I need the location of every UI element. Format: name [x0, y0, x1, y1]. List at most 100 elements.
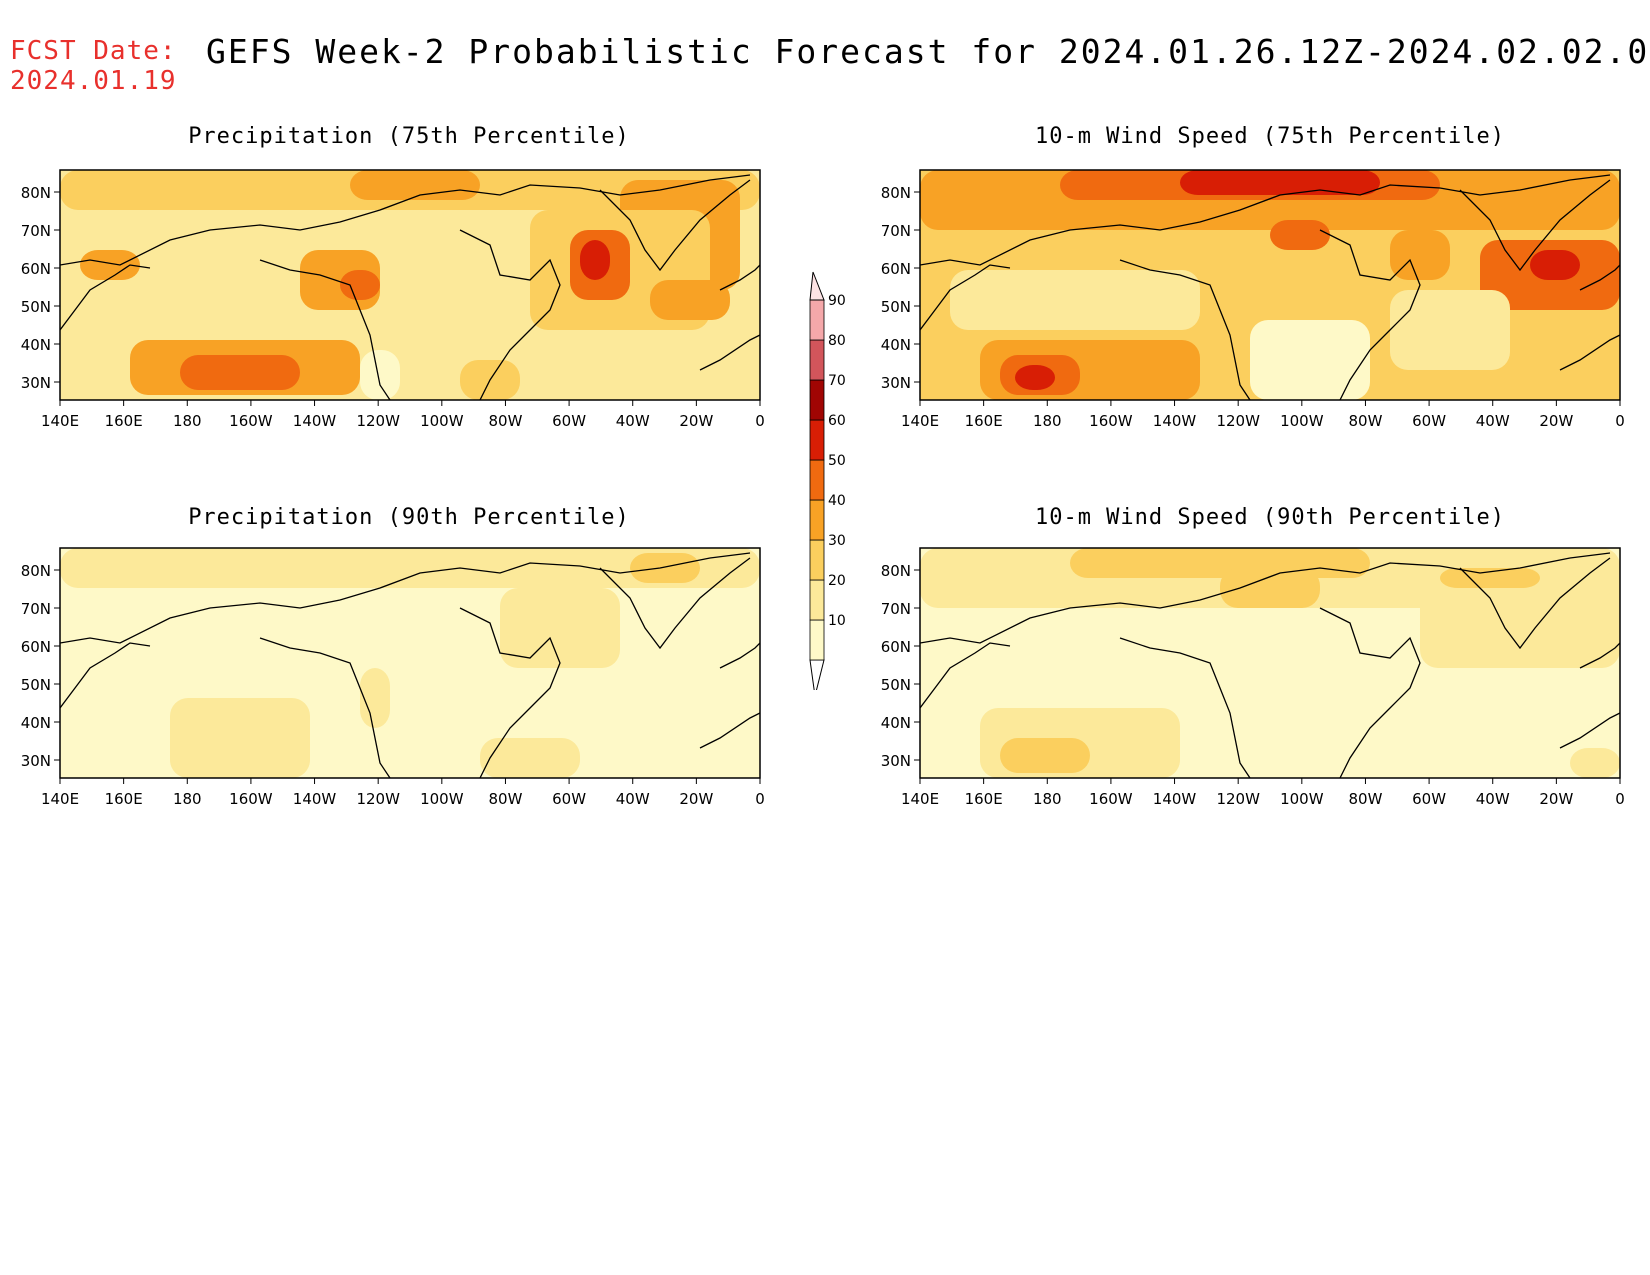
shading-blob [500, 588, 620, 668]
panel-title-precip75: Precipitation (75th Percentile) [188, 124, 630, 149]
shading-layer [920, 170, 1620, 400]
lon-label: 120W [1216, 790, 1260, 808]
coastline [719, 642, 760, 669]
lon-label: 100W [1280, 412, 1324, 430]
lon-label: 160W [229, 790, 273, 808]
shading-blob [1270, 220, 1330, 250]
shading-blob [650, 280, 730, 320]
lon-label: 60W [552, 412, 586, 430]
panel-title-precip90: Precipitation (90th Percentile) [188, 505, 630, 530]
map-frame [919, 547, 1621, 779]
lon-label: 140E [901, 790, 939, 808]
coastline [1459, 557, 1611, 650]
coastline [60, 174, 751, 266]
lat-label: 40N [21, 336, 51, 354]
lat-label: 50N [21, 676, 51, 694]
shading-blob [360, 350, 400, 400]
shading-blob [1000, 738, 1090, 773]
colorbar-label: 40 [828, 493, 846, 509]
shading-layer [60, 548, 760, 778]
coastline [1559, 334, 1620, 371]
colorbar-label: 50 [828, 453, 846, 469]
map-panel-precip90: 140E 160E 180 160W 140W 120W 100W 80W 60W 40W 20W 0… [0, 538, 780, 818]
colorbar-upper-cap [809, 271, 825, 301]
colorbar-segment [809, 419, 825, 461]
lon-label: 140E [41, 790, 79, 808]
map-wind90: 140E 160E 180 160W 140W 120W 100W 80W 60W 40W 20W 0… [881, 547, 1625, 808]
shading-blob [60, 548, 760, 588]
colorbar-segment [809, 459, 825, 501]
shading-blob [1390, 290, 1510, 370]
shading-blob [950, 270, 1200, 330]
shading-blob [170, 698, 310, 778]
lat-label: 80N [21, 184, 51, 202]
coastline [60, 552, 751, 644]
lon-label: 100W [420, 790, 464, 808]
lat-label: 80N [881, 184, 911, 202]
lat-label: 30N [21, 374, 51, 392]
lon-label: 40W [616, 412, 650, 430]
lon-label: 140W [1153, 790, 1197, 808]
lon-label: 0 [755, 412, 765, 430]
coastline [1579, 264, 1620, 291]
lon-label: 180 [173, 790, 202, 808]
lon-label: 100W [420, 412, 464, 430]
colorbar-label: 90 [828, 293, 846, 309]
map-precip75: 140E 160E 180 160W 140W 120W 100W 80W 60W 40W 20W 0… [21, 169, 765, 430]
forecast-date-value: 2024.01.19 [10, 66, 177, 96]
coastline [699, 712, 760, 749]
lat-label: 40N [881, 336, 911, 354]
panel-title-wind75: 10-m Wind Speed (75th Percentile) [1034, 124, 1506, 149]
map-precip90: 140E 160E 180 160W 140W 120W 100W 80W 60W 40W 20W 0… [21, 547, 765, 808]
lon-label: 180 [1033, 790, 1062, 808]
lon-label: 60W [1412, 790, 1446, 808]
map-panel-wind90: 140E 160E 180 160W 140W 120W 100W 80W 60W 40W 20W 0… [860, 538, 1640, 818]
lat-label: 70N [881, 600, 911, 618]
coastline [459, 607, 561, 778]
map-panel-wind75: 140E 160E 180 160W 140W 120W 100W 80W 60W 40W 20W 0… [860, 160, 1640, 440]
coastline [1319, 607, 1421, 778]
lat-label: 30N [881, 752, 911, 770]
lon-label: 120W [356, 790, 400, 808]
lon-label: 120W [356, 412, 400, 430]
coastline [1579, 642, 1620, 669]
lat-label: 70N [21, 222, 51, 240]
lat-label: 50N [881, 298, 911, 316]
shading-blob [80, 250, 140, 280]
panel-title-wind90: 10-m Wind Speed (90th Percentile) [1034, 505, 1506, 530]
lat-label: 70N [21, 600, 51, 618]
coastline [920, 264, 1011, 331]
shading-blob [1390, 230, 1450, 280]
colorbar-segment [809, 299, 825, 341]
shading-blob [360, 668, 390, 728]
shading-blob [480, 738, 580, 778]
coastline [60, 264, 151, 331]
lon-label: 60W [1412, 412, 1446, 430]
lon-label: 160E [105, 412, 143, 430]
shading-blob [340, 270, 380, 300]
lon-label: 160E [965, 790, 1003, 808]
lon-label: 20W [679, 790, 713, 808]
lon-label: 80W [488, 790, 522, 808]
lon-label: 160W [1089, 790, 1133, 808]
colorbar-label: 60 [828, 413, 846, 429]
shading-blob [1070, 548, 1370, 578]
coastline [1459, 179, 1611, 272]
lon-label: 100W [1280, 790, 1324, 808]
lon-label: 60W [552, 790, 586, 808]
colorbar-lower-cap [809, 659, 825, 697]
lat-label: 70N [881, 222, 911, 240]
map-panel-precip75: 140E 160E 180 160W 140W 120W 100W 80W 60W 40W 20W 0… [0, 160, 780, 440]
lat-label: 60N [881, 260, 911, 278]
shading-blob [1220, 568, 1320, 608]
lon-label: 40W [1476, 412, 1510, 430]
colorbar-label: 10 [828, 613, 846, 629]
lon-label: 20W [1539, 790, 1573, 808]
coastline [699, 334, 760, 371]
lat-label: 80N [21, 562, 51, 580]
colorbar: 10 20 30 40 50 60 70 80 90 [800, 270, 860, 697]
lon-label: 140W [1153, 412, 1197, 430]
lon-label: 80W [1348, 412, 1382, 430]
lon-label: 80W [488, 412, 522, 430]
shading-blob [1570, 748, 1620, 778]
